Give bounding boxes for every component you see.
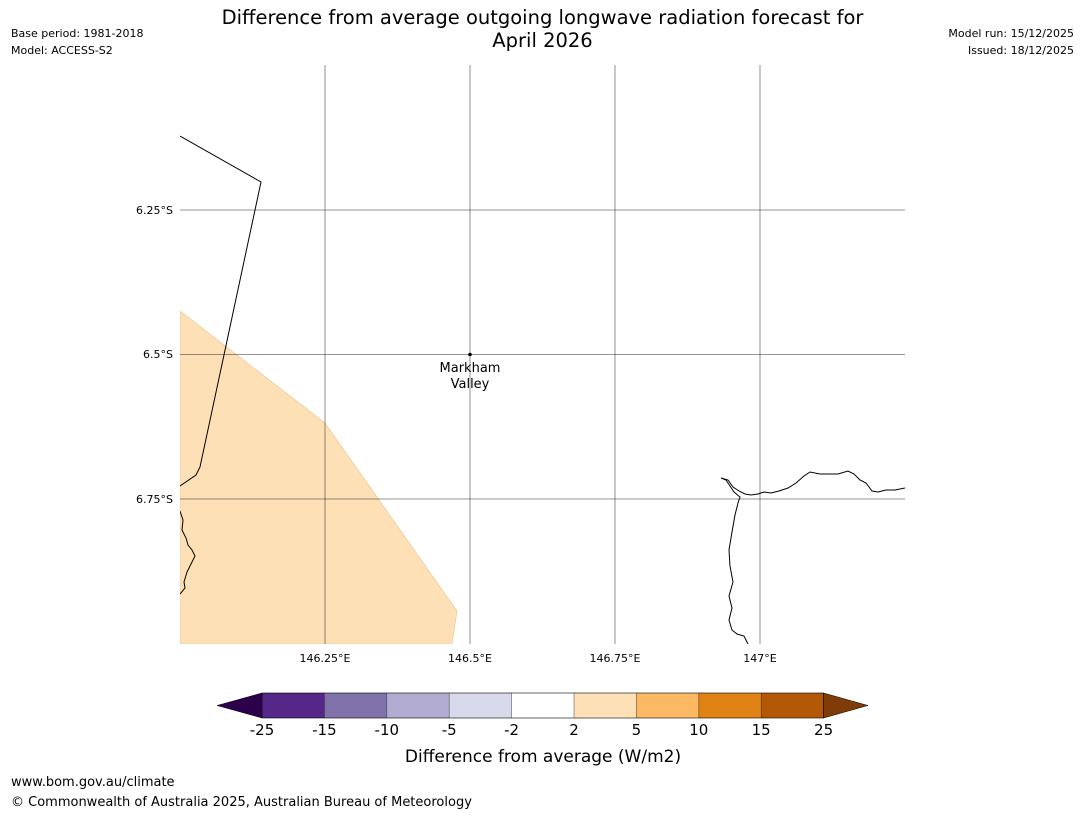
colorbar-bin-6 [574, 693, 637, 718]
lat-label-6-75: 6.75°S [136, 493, 173, 506]
colorbar-tick-label: 25 [814, 721, 833, 739]
colorbar-tick-label: -10 [375, 721, 400, 739]
title-line-2: April 2026 [492, 29, 593, 52]
forecast-meta-left: Base period: 1981-2018 Model: ACCESS-S2 [11, 25, 143, 59]
forecast-meta-right: Model run: 15/12/2025 Issued: 18/12/2025 [948, 25, 1074, 59]
colorbar: -25 -15 -10 -5 -2 2 5 10 15 25 Differenc… [216, 692, 869, 767]
colorbar-tick-label: 5 [632, 721, 642, 739]
footer-copyright: © Commonwealth of Australia 2025, Austra… [11, 795, 472, 810]
place-label-line-2: Valley [451, 377, 490, 392]
colorbar-dividers [324, 693, 762, 718]
issued-date: Issued: 18/12/2025 [967, 44, 1074, 57]
colorbar-bin-1 [262, 693, 325, 718]
colorbar-bin-8 [698, 693, 762, 718]
colorbar-tick-label: -25 [250, 721, 275, 739]
title-line-1: Difference from average outgoing longwav… [221, 6, 864, 29]
map-area[interactable] [180, 65, 905, 644]
colorbar-tick-label: 15 [752, 721, 771, 739]
anomaly-region [180, 310, 458, 644]
colorbar-bin-9 [761, 693, 824, 718]
colorbar-title: Difference from average (W/m2) [405, 747, 681, 767]
colorbar-bin-2 [324, 693, 387, 718]
colorbar-tick-label: 2 [569, 721, 579, 739]
base-period: Base period: 1981-2018 [11, 27, 144, 40]
colorbar-bin-4 [449, 693, 512, 718]
place-label-line-1: Markham [440, 361, 501, 376]
footer-url[interactable]: www.bom.gov.au/climate [11, 775, 175, 790]
colorbar-tick-label: -15 [312, 721, 337, 739]
coastline-west [180, 510, 196, 595]
lat-label-6-5: 6.5°S [143, 348, 173, 361]
markham-valley-marker[interactable] [468, 352, 472, 357]
colorbar-bin-7 [636, 693, 699, 718]
lon-label-146-25: 146.25°E [300, 652, 351, 665]
province-boundary [180, 135, 262, 487]
colorbar-bin-3 [386, 693, 450, 718]
colorbar-bin-5 [511, 693, 574, 718]
lon-label-146-75: 146.75°E [590, 652, 641, 665]
model-name: Model: ACCESS-S2 [11, 44, 113, 57]
colorbar-tick-label: 10 [689, 721, 708, 739]
colorbar-extend-low [216, 692, 263, 719]
colorbar-tick-label: -2 [504, 721, 519, 739]
lon-label-147: 147°E [743, 652, 776, 665]
coastline-east [720, 470, 905, 644]
map-title: Difference from average outgoing longwav… [0, 6, 1085, 52]
lat-label-6-25: 6.25°S [136, 204, 173, 217]
model-run-date: Model run: 15/12/2025 [948, 27, 1074, 40]
colorbar-outline [261, 692, 824, 719]
graticule [180, 65, 905, 644]
colorbar-extend-high [823, 692, 869, 719]
colorbar-tick-label: -5 [442, 721, 457, 739]
lon-label-146-5: 146.5°E [448, 652, 492, 665]
